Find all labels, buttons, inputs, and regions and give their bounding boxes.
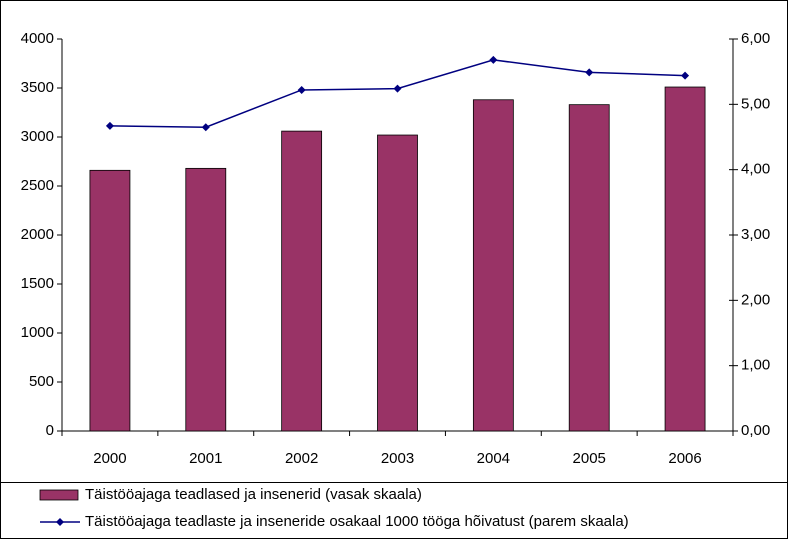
y2-tick-label: 4,00 bbox=[741, 161, 770, 178]
x-tick-label: 2001 bbox=[189, 450, 222, 467]
bar bbox=[664, 86, 706, 432]
x-tick-label: 2002 bbox=[285, 450, 318, 467]
legend-marker bbox=[56, 518, 64, 526]
marker bbox=[297, 85, 306, 94]
marker bbox=[489, 55, 498, 64]
x-tick-label: 2000 bbox=[93, 450, 126, 467]
marker bbox=[585, 68, 594, 77]
legend-swatch bbox=[39, 489, 79, 501]
y-tick-label: 0 bbox=[46, 422, 54, 439]
marker bbox=[681, 71, 690, 80]
bar bbox=[281, 130, 323, 432]
bar bbox=[472, 99, 514, 432]
x-tick-label: 2003 bbox=[381, 450, 414, 467]
y2-tick-label: 5,00 bbox=[741, 95, 770, 112]
bar bbox=[377, 134, 418, 432]
y-tick-label: 1000 bbox=[21, 324, 54, 341]
y2-tick-label: 6,00 bbox=[741, 30, 770, 47]
y2-tick-label: 2,00 bbox=[741, 291, 770, 308]
bar bbox=[568, 104, 610, 432]
y-tick-label: 3000 bbox=[21, 128, 54, 145]
legend-label: Täistööajaga teadlased ja insenerid (vas… bbox=[85, 486, 422, 503]
bar bbox=[89, 169, 131, 432]
marker bbox=[393, 84, 402, 93]
y-tick-label: 2000 bbox=[21, 226, 54, 243]
bar bbox=[185, 167, 227, 432]
x-tick-label: 2005 bbox=[573, 450, 606, 467]
marker bbox=[105, 121, 114, 130]
y-tick-label: 1500 bbox=[21, 275, 54, 292]
y2-tick-label: 0,00 bbox=[741, 422, 770, 439]
y2-tick-label: 1,00 bbox=[741, 357, 770, 374]
y-tick-label: 4000 bbox=[21, 30, 54, 47]
marker bbox=[201, 123, 210, 132]
x-tick-label: 2006 bbox=[668, 450, 701, 467]
y2-tick-label: 3,00 bbox=[741, 226, 770, 243]
y-tick-label: 500 bbox=[29, 373, 54, 390]
x-tick-label: 2004 bbox=[477, 450, 510, 467]
legend-label: Täistööajaga teadlaste ja inseneride osa… bbox=[85, 513, 629, 530]
y-tick-label: 2500 bbox=[21, 177, 54, 194]
y-tick-label: 3500 bbox=[21, 79, 54, 96]
